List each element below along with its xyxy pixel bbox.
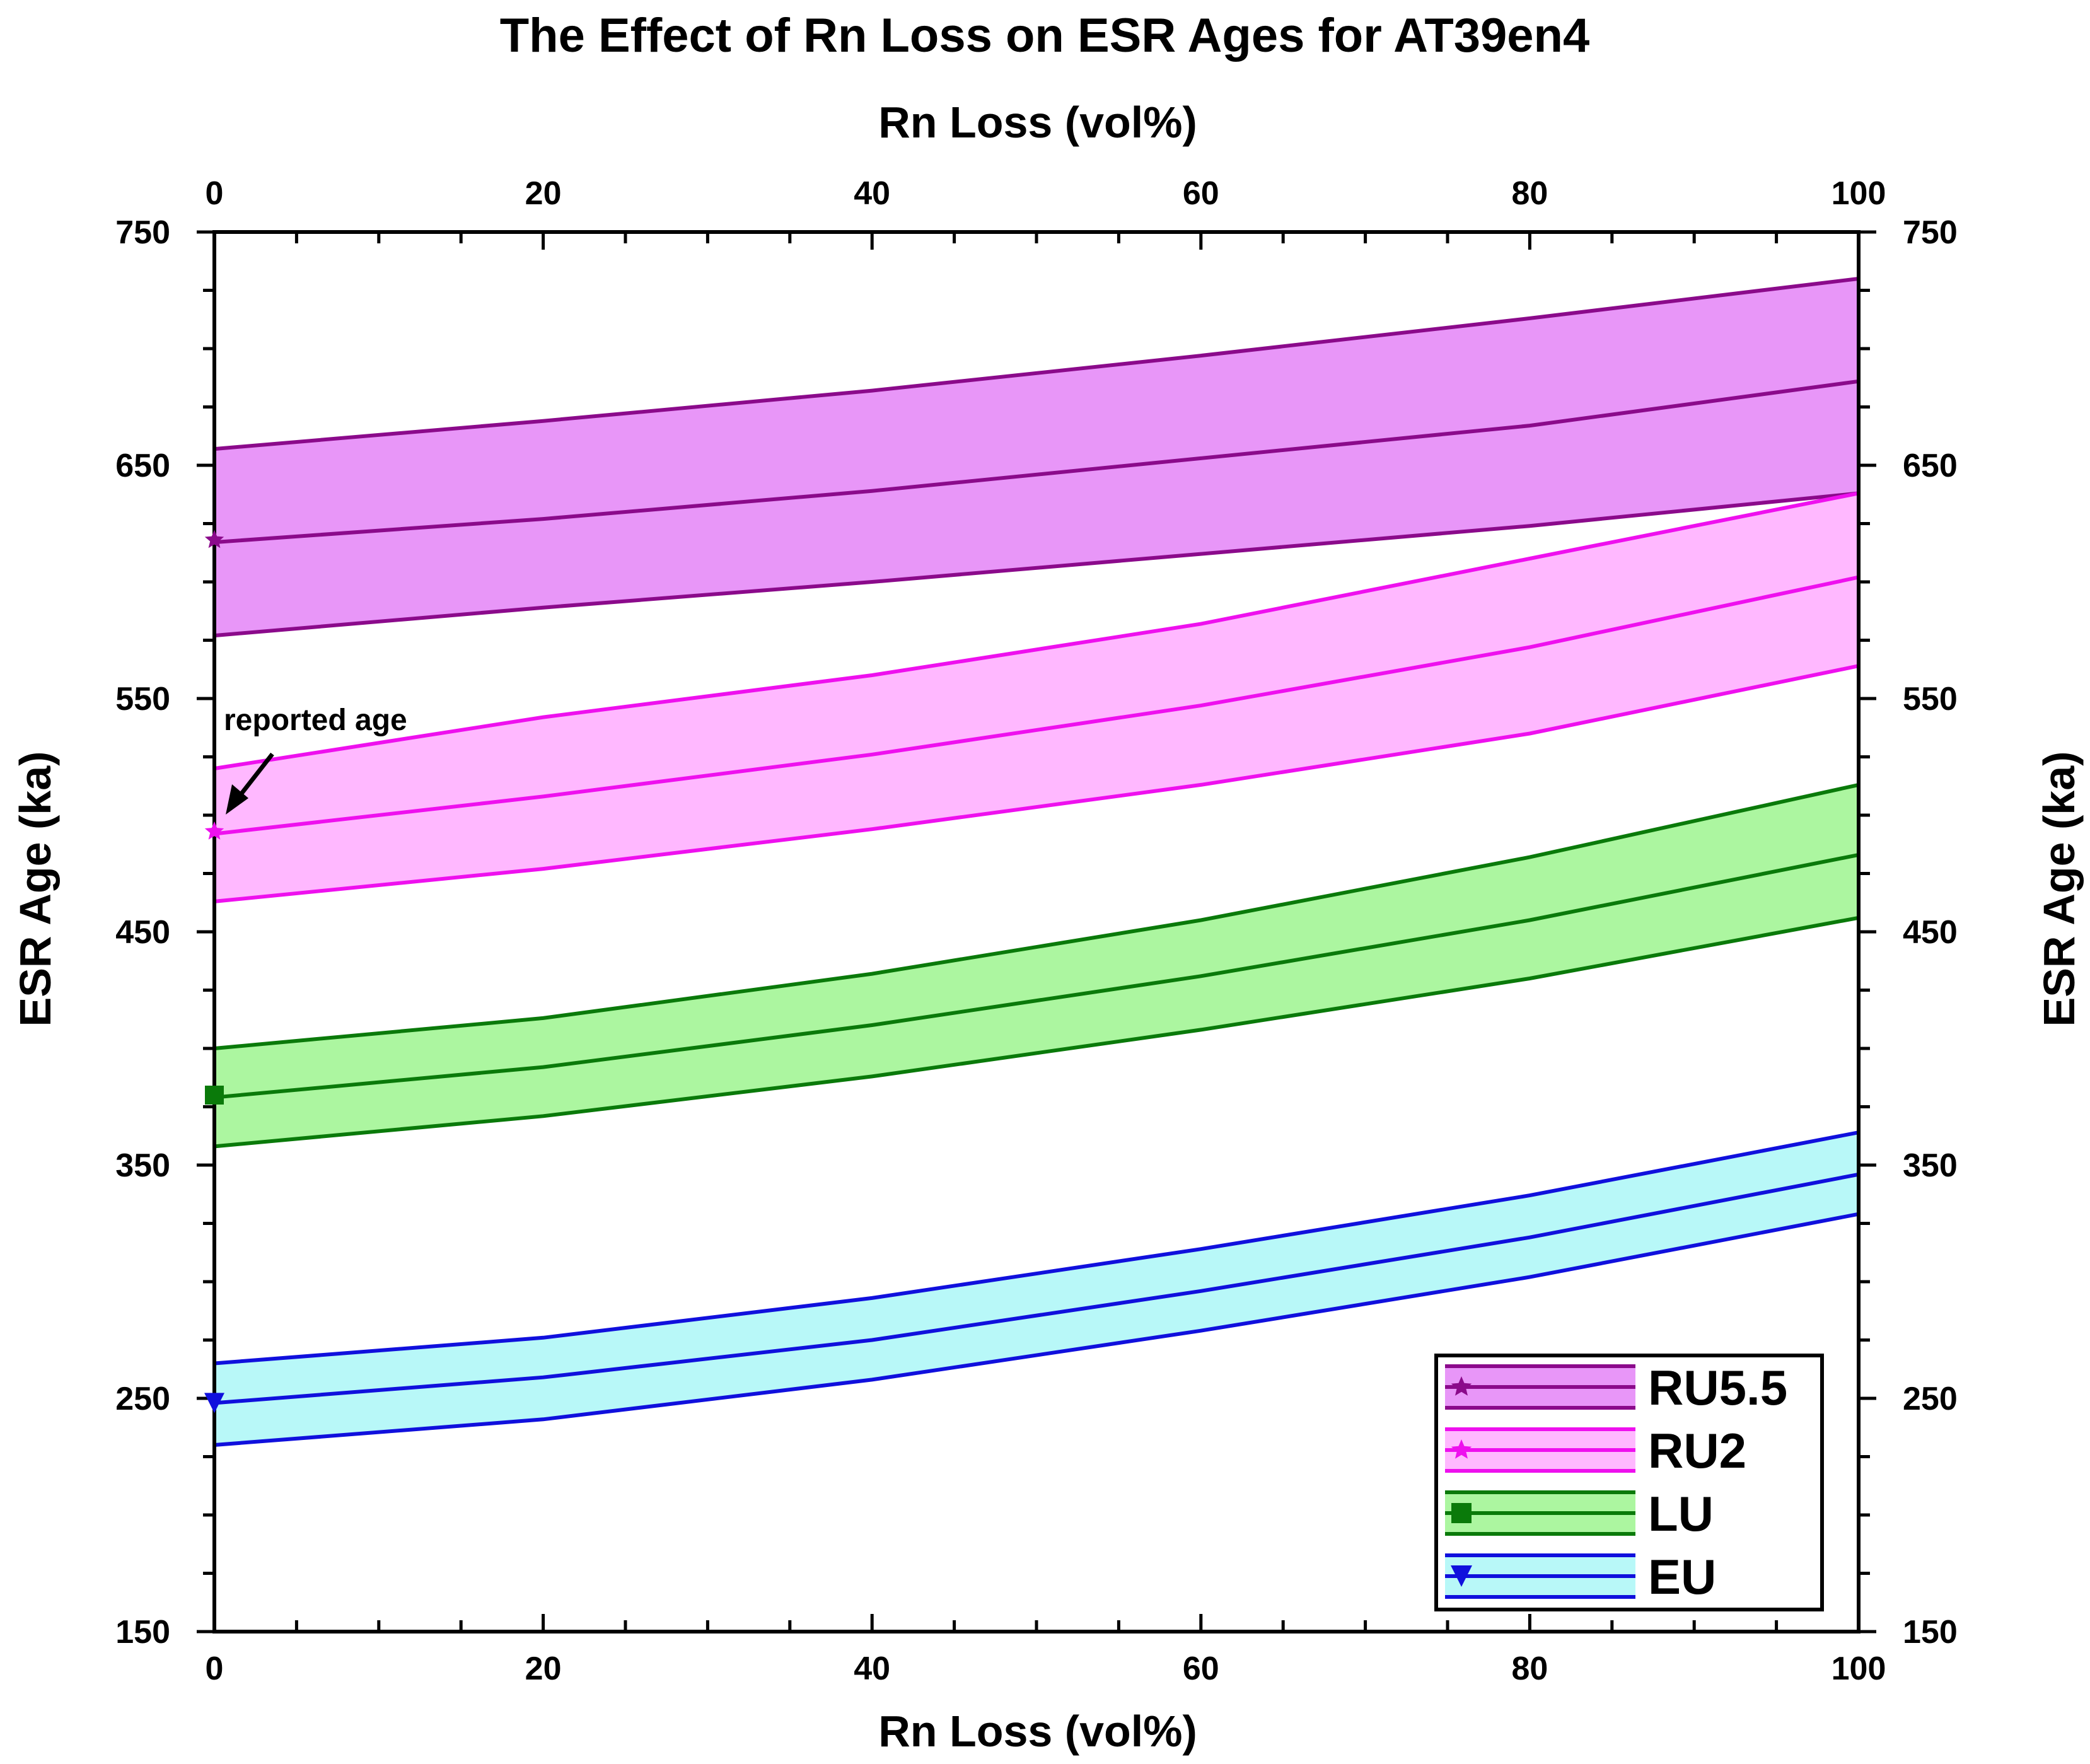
line-eu-lower (214, 1212, 1859, 1447)
reported-age-arrow-icon (226, 752, 274, 815)
x-tick-label-bottom: 80 (1511, 1651, 1548, 1687)
x-tick-label-top: 60 (1183, 175, 1219, 212)
legend: RU5.5 RU2 LU EU (1434, 1354, 1824, 1611)
y-tick-label-right: 650 (1903, 448, 1958, 484)
x-axis-title-bottom: Rn Loss (vol%) (878, 1707, 1197, 1756)
line-ru2-lower (214, 664, 1859, 903)
legend-marker-ru55 (1451, 1376, 1472, 1396)
y-axis-title-right: ESR Age (ka) (2035, 751, 2084, 1027)
y-tick-label-right: 550 (1903, 681, 1958, 717)
x-tick-label-bottom: 60 (1183, 1651, 1219, 1687)
x-tick-label-top: 0 (206, 175, 224, 212)
band-ru55 (214, 279, 1859, 636)
bands-layer (214, 277, 1859, 1447)
line-ru2-upper (214, 491, 1859, 770)
legend-entry-ru2: RU2 (1445, 1423, 1746, 1478)
y-tick-label-right: 450 (1903, 914, 1958, 951)
reported-marker-ru55 (204, 530, 224, 548)
line-ru55-center (214, 379, 1859, 545)
line-eu-center (214, 1172, 1859, 1405)
line-ru55-lower (214, 491, 1859, 638)
legend-entry-ru55: RU5.5 (1445, 1360, 1787, 1415)
y-tick-label-left: 650 (115, 448, 170, 484)
x-tick-label-top: 80 (1511, 175, 1548, 212)
x-tick-label-bottom: 0 (206, 1651, 224, 1687)
y-tick-label-right: 350 (1903, 1147, 1958, 1184)
line-lu-upper (214, 782, 1859, 1050)
reported-marker-ru2 (204, 821, 224, 840)
reported-age-annotation: reported age (224, 704, 407, 815)
chart-title: The Effect of Rn Loss on ESR Ages for AT… (500, 9, 1590, 62)
x-tick-label-bottom: 40 (854, 1651, 890, 1687)
legend-entry-eu: EU (1445, 1549, 1716, 1604)
legend-marker-eu (1451, 1565, 1472, 1587)
reported-marker-eu (204, 1393, 224, 1413)
x-tick-label-bottom: 100 (1832, 1651, 1886, 1687)
line-eu-upper (214, 1130, 1859, 1366)
y-tick-label-right: 250 (1903, 1381, 1958, 1417)
legend-label-ru55: RU5.5 (1648, 1360, 1787, 1415)
legend-marker-lu (1451, 1503, 1472, 1523)
legend-label-eu: EU (1648, 1549, 1716, 1604)
line-ru2-center (214, 575, 1859, 836)
x-axis-title-top: Rn Loss (vol%) (878, 98, 1197, 147)
markers-layer (204, 530, 224, 1413)
y-tick-label-right: 750 (1903, 214, 1958, 251)
legend-entry-lu: LU (1445, 1486, 1714, 1541)
x-tick-label-top: 100 (1832, 175, 1886, 212)
y-tick-label-left: 750 (115, 214, 170, 251)
x-tick-label-bottom: 20 (525, 1651, 562, 1687)
reported-age-label: reported age (224, 704, 407, 737)
x-tick-label-top: 20 (525, 175, 562, 212)
line-ru55-upper (214, 277, 1859, 451)
reported-marker-lu (205, 1086, 224, 1105)
legend-label-ru2: RU2 (1648, 1423, 1746, 1478)
x-tick-label-top: 40 (854, 175, 890, 212)
y-tick-label-left: 150 (115, 1614, 170, 1651)
legend-label-lu: LU (1648, 1486, 1714, 1541)
y-tick-label-left: 550 (115, 681, 170, 717)
band-ru2 (214, 493, 1859, 902)
line-lu-center (214, 852, 1859, 1100)
axes-layer: 0 0 20 20 40 40 60 60 80 80 100 100 150 150 250 250 350 3… (115, 175, 1958, 1687)
y-axis-title-left: ESR Age (ka) (11, 751, 60, 1027)
y-tick-label-left: 350 (115, 1147, 170, 1184)
y-tick-label-left: 450 (115, 914, 170, 951)
legend-marker-ru2 (1451, 1439, 1472, 1459)
y-tick-label-left: 250 (115, 1381, 170, 1417)
line-lu-lower (214, 915, 1859, 1149)
y-tick-label-right: 150 (1903, 1614, 1958, 1651)
